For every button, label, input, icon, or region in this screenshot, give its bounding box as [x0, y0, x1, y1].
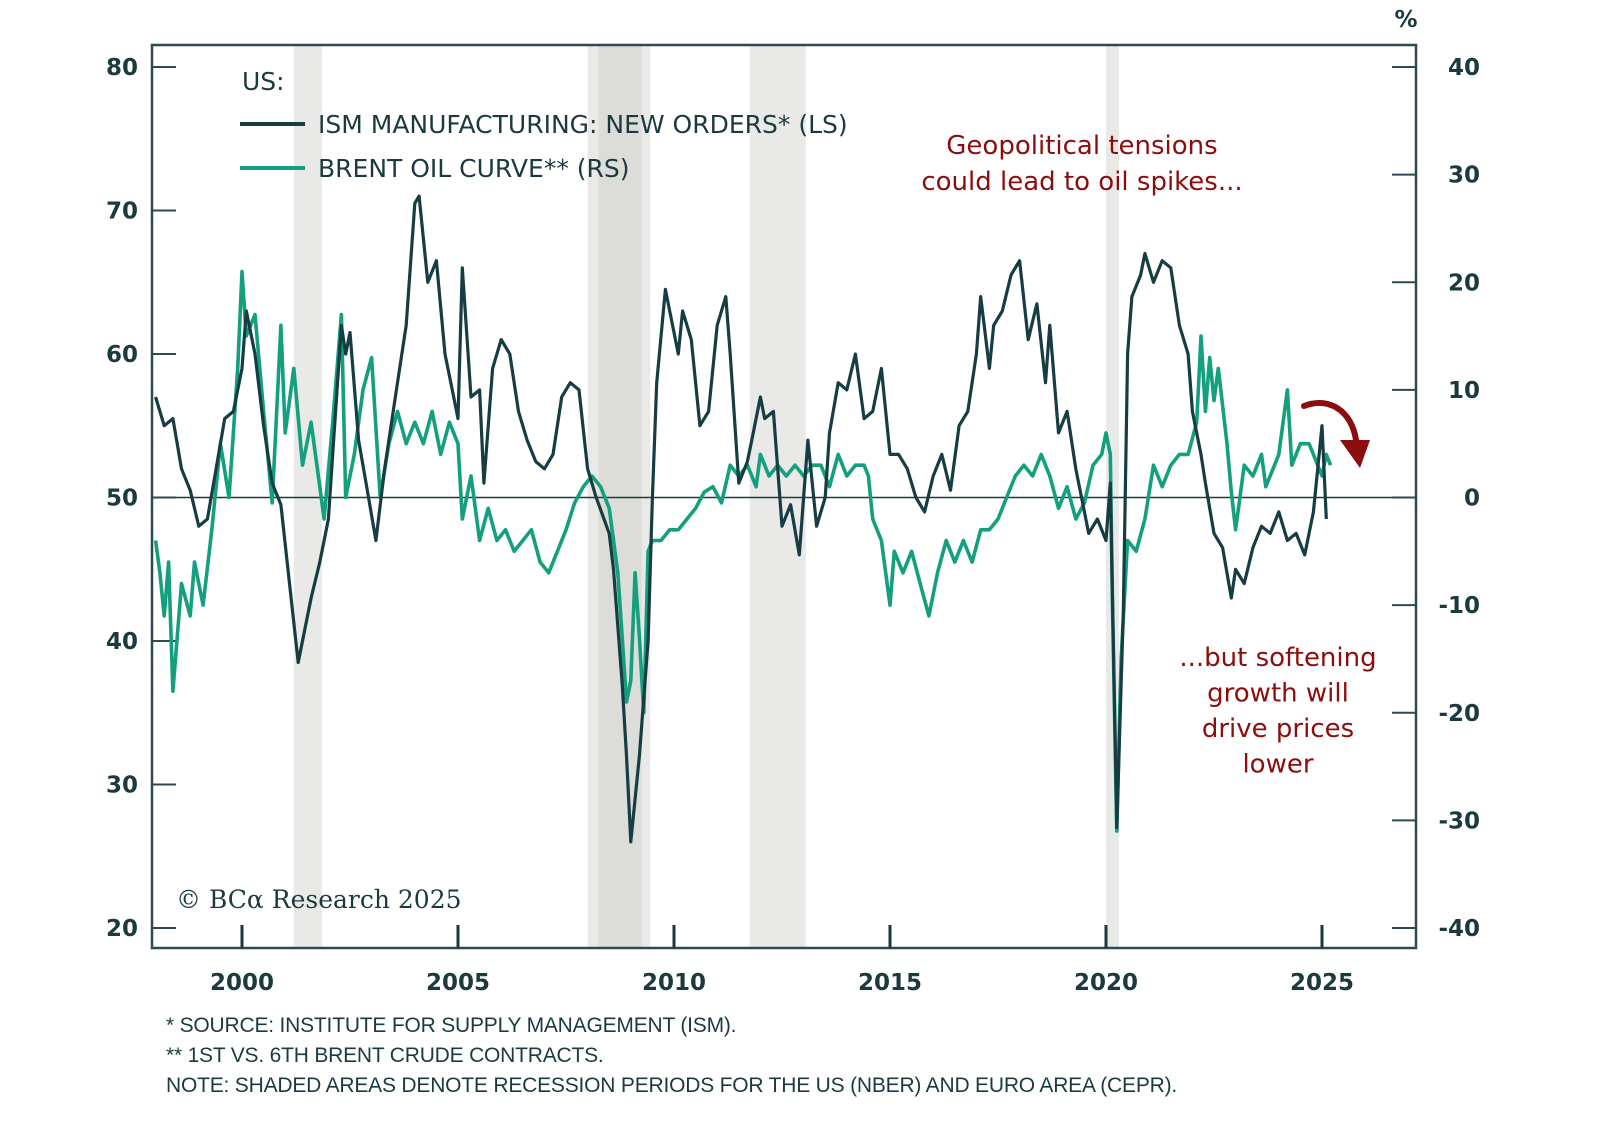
right-tick-label: -10 [1438, 593, 1480, 619]
chart: 20 30 40 50 60 70 80 -40 -30 -20 -10 0 10 20 30 40 200… [106, 7, 1480, 996]
right-tick-label: 20 [1448, 270, 1480, 296]
annotation-line: Geopolitical tensions [946, 131, 1217, 161]
left-tick-label: 20 [106, 916, 138, 942]
left-tick-label: 40 [106, 629, 138, 655]
annotation-geopolitical: Geopolitical tensions could lead to oil s… [921, 131, 1242, 197]
left-tick-label: 80 [106, 55, 138, 81]
annotation-line: drive prices [1202, 714, 1354, 744]
brent-oil-curve-line [153, 269, 1333, 833]
recession-band [293, 46, 322, 947]
legend-heading: US: [242, 67, 285, 96]
recession-band [749, 46, 806, 947]
right-tick-label: 40 [1448, 55, 1480, 81]
x-axis: 2000 2005 2010 2015 2020 2025 [210, 925, 1354, 996]
annotation-line: growth will [1207, 679, 1349, 709]
footnote-brent: ** 1ST VS. 6TH BRENT CRUDE CONTRACTS. [166, 1044, 604, 1067]
right-tick-label: -30 [1438, 808, 1480, 834]
right-tick-label: 10 [1448, 378, 1480, 404]
left-tick-label: 30 [106, 773, 138, 799]
annotation-line: ...but softening [1179, 643, 1376, 673]
x-tick-label: 2005 [426, 970, 490, 996]
legend: US: ISM MANUFACTURING: NEW ORDERS* (LS) … [240, 67, 848, 183]
left-tick-label: 70 [106, 199, 138, 225]
right-tick-label: -20 [1438, 701, 1480, 727]
left-tick-label: 60 [106, 342, 138, 368]
legend-label-ism: ISM MANUFACTURING: NEW ORDERS* (LS) [318, 110, 848, 139]
x-tick-label: 2025 [1290, 970, 1354, 996]
annotation-softening: ...but softening growth will drive prices l… [1179, 643, 1376, 780]
annotation-line: could lead to oil spikes... [921, 167, 1242, 197]
legend-label-brent: BRENT OIL CURVE** (RS) [318, 154, 630, 183]
left-axis: 20 30 40 50 60 70 80 [106, 55, 176, 942]
footnote-note: NOTE: SHADED AREAS DENOTE RECESSION PERI… [166, 1074, 1178, 1097]
x-tick-label: 2020 [1074, 970, 1138, 996]
right-tick-label: 0 [1464, 486, 1480, 512]
right-axis-unit-label: % [1394, 7, 1417, 33]
right-axis: -40 -30 -20 -10 0 10 20 30 40 [1392, 55, 1480, 942]
down-arrow-icon [1301, 400, 1370, 468]
right-tick-label: 30 [1448, 163, 1480, 189]
x-tick-label: 2000 [210, 970, 274, 996]
series-lines [153, 194, 1333, 844]
ism-new-orders-line [154, 194, 1328, 844]
x-tick-label: 2010 [642, 970, 706, 996]
left-tick-label: 50 [106, 486, 138, 512]
x-tick-label: 2015 [858, 970, 922, 996]
annotation-line: lower [1242, 750, 1313, 780]
footnote-source: * SOURCE: INSTITUTE FOR SUPPLY MANAGEMEN… [166, 1014, 737, 1037]
copyright-credit: © BCα Research 2025 [176, 885, 462, 914]
right-tick-label: -40 [1438, 916, 1480, 942]
